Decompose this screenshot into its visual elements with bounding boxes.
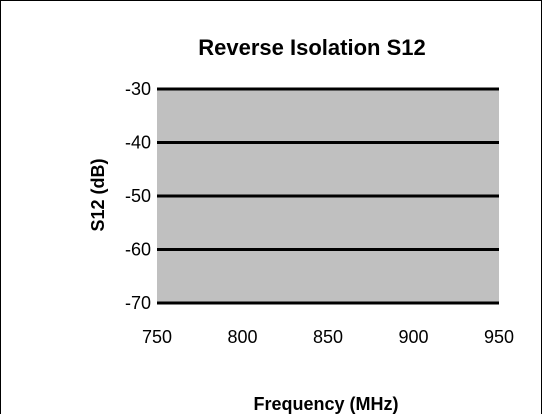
y-axis-ticks: -30 -40 -50 -60 -70 <box>125 79 151 313</box>
y-tick-label: -50 <box>125 186 151 206</box>
gridlines <box>157 87 499 305</box>
y-tick-label: -70 <box>125 293 151 313</box>
x-tick-label: 950 <box>484 327 514 347</box>
x-tick-label: 800 <box>227 327 257 347</box>
x-tick-label: 750 <box>142 327 172 347</box>
y-tick-label: -60 <box>125 240 151 260</box>
x-tick-label: 850 <box>313 327 343 347</box>
x-axis-ticks: 750 800 850 900 950 <box>142 327 514 347</box>
y-tick-label: -30 <box>125 79 151 99</box>
y-tick-label: -40 <box>125 133 151 153</box>
x-axis-title: Frequency (MHz) <box>253 394 398 414</box>
y-axis-title: S12 (dB) <box>88 158 108 231</box>
chart-title: Reverse Isolation S12 <box>198 35 425 60</box>
x-tick-label: 900 <box>398 327 428 347</box>
